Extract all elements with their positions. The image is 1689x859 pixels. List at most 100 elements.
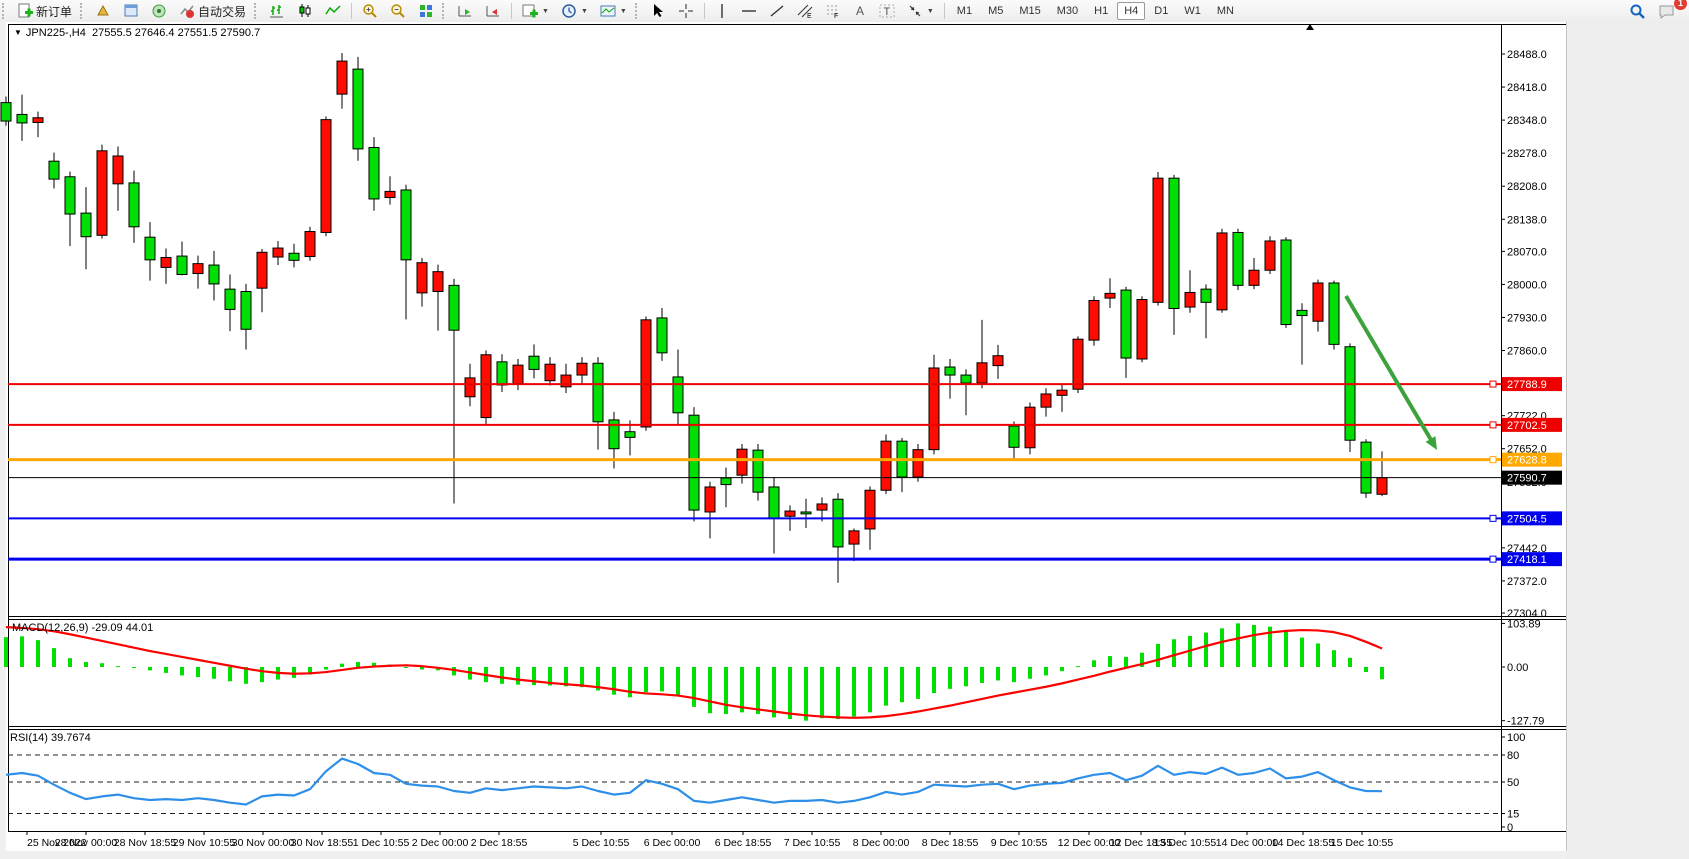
macd-histogram-bar [340,663,344,667]
zoom-out-button[interactable] [384,0,412,22]
symbols-button[interactable] [89,0,117,22]
candle [1168,177,1180,309]
toolbar-grip [254,3,261,19]
candlestick-chart-button[interactable] [291,0,319,22]
arrows-button[interactable]: ▼ [901,0,940,22]
date-label: 14 Dec 18:55 [1272,837,1335,849]
date-label: 13 Dec 10:55 [1154,837,1217,849]
timeframe-H4[interactable]: H4 [1117,2,1146,20]
macd-histogram-bar [260,667,264,683]
price-badge [1502,377,1562,392]
candle [736,448,748,476]
crosshair-button[interactable] [672,0,700,22]
macd-histogram-bar [596,667,600,691]
line-handle[interactable] [1489,514,1497,522]
macd-histogram-bar [4,637,8,667]
macd-histogram-bar [868,667,872,713]
candle [1184,291,1196,308]
date-label: 28 Nov 00:00 [55,837,118,849]
zoom-in-button[interactable] [356,0,384,22]
line-chart-button[interactable] [319,0,347,22]
symbol-ohlc-label[interactable]: ▼ JPN225-,H4 27555.5 27646.4 27551.5 2759… [14,27,260,39]
fibonacci-button[interactable]: F [819,0,847,22]
chart-dropdown-icon[interactable]: ▼ [14,28,22,37]
text-icon: A [856,4,864,18]
trendline-button[interactable] [763,0,791,22]
text-label-button[interactable]: T [873,0,901,22]
macd-histogram-bar [1268,626,1272,667]
candle [688,414,700,511]
svg-text:28208.0: 28208.0 [1507,181,1547,193]
macd-histogram-bar [1220,628,1224,667]
equidistant-channel-icon: E [797,4,813,19]
auto-scroll-button[interactable] [451,0,479,22]
cursor-button[interactable] [644,0,672,22]
line-chart-icon [325,5,341,15]
chart-shift-marker[interactable] [1306,24,1314,30]
candle [656,317,668,354]
candle [976,362,988,384]
horizontal-line-button[interactable] [735,0,763,22]
candle [384,190,396,199]
chart-shift-button[interactable] [479,0,507,22]
new-order-button[interactable]: 新订单 [11,0,78,22]
timeframe-MN[interactable]: MN [1216,5,1234,17]
timeframe-M30[interactable]: M30 [1056,5,1079,17]
timeframe-M15[interactable]: M15 [1019,5,1041,17]
timeframe-M1[interactable]: M1 [956,5,973,17]
macd-histogram-bar [756,667,760,715]
timeframe-H1[interactable]: H1 [1094,5,1109,17]
candle [352,68,364,150]
svg-text:15: 15 [1507,809,1519,821]
vertical-line-button[interactable] [709,0,735,22]
line-handle[interactable] [1489,456,1497,464]
date-label: 6 Dec 00:00 [644,837,701,849]
trend-arrow-line[interactable] [1344,294,1434,443]
candle [784,510,796,517]
templates-button[interactable]: ▼ [594,0,633,22]
candle [1344,346,1356,441]
timeframe-D1[interactable]: D1 [1154,5,1169,17]
macd-histogram-bar [1060,667,1064,672]
equidistant-channel-button[interactable]: E [791,0,819,22]
search-button[interactable] [1623,0,1652,22]
macd-histogram-bar [964,667,968,687]
line-handle[interactable] [1489,555,1497,563]
auto-scroll-icon [458,6,472,17]
svg-text:27860.0: 27860.0 [1507,346,1547,358]
svg-text:F: F [834,13,838,19]
macd-histogram-bar [212,667,216,679]
timeframe-M5[interactable]: M5 [988,5,1004,17]
auto-trading-button[interactable]: 自动交易 [173,0,252,22]
candle [800,511,812,515]
macd-histogram-bar [452,667,456,676]
candle [992,355,1004,367]
timeframe-W1[interactable]: W1 [1184,5,1201,17]
macd-histogram-bar [1076,666,1080,668]
candle [544,363,556,382]
bar-chart-button[interactable] [263,0,291,22]
line-handle[interactable] [1489,380,1497,388]
candle [608,419,620,450]
timeframes-menu-button[interactable]: ▼ [555,0,594,22]
new-order-icon [18,3,33,18]
candle [640,319,652,428]
signals-button[interactable] [145,0,173,22]
depth-of-market-button[interactable] [117,0,145,22]
line-handle[interactable] [1489,421,1497,429]
new-chart-button[interactable]: ▼ [516,0,555,22]
macd-histogram-bar [1332,650,1336,667]
candle [1024,406,1036,449]
candle [16,113,28,124]
date-label: 12 Dec 00:00 [1058,837,1121,849]
candle [272,247,284,258]
svg-text:27372.0: 27372.0 [1507,576,1547,588]
candle [208,264,220,285]
notifications-button[interactable]: 1 [1652,0,1687,22]
tile-windows-button[interactable] [412,0,440,22]
text-button[interactable]: A [847,0,873,22]
new-order-label: 新订单 [36,4,73,19]
trend-arrow-head[interactable] [1425,436,1437,450]
